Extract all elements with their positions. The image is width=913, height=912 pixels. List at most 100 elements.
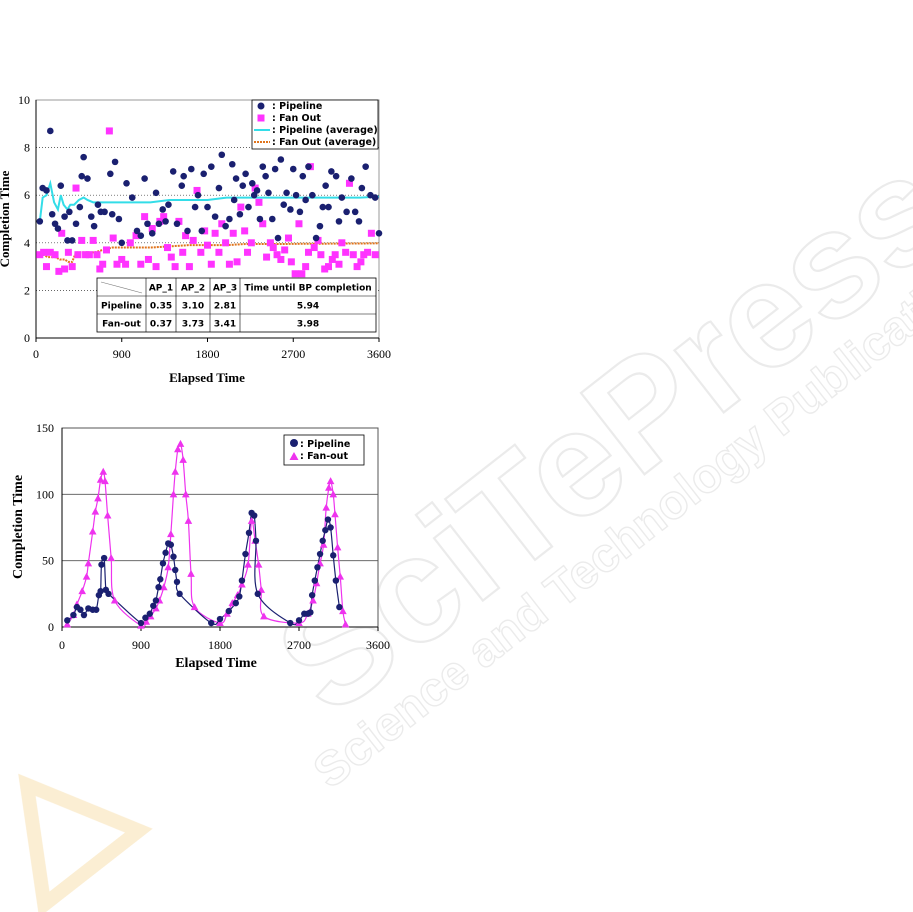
pipeline-point <box>308 591 316 599</box>
fanout-point <box>215 248 223 256</box>
pipeline-point <box>215 184 223 192</box>
pipeline-point <box>133 227 141 235</box>
fanout-point <box>218 220 226 228</box>
fanout-point <box>174 445 182 453</box>
x-axis-label-2: Elapsed Time <box>175 656 257 671</box>
pipeline-point <box>51 220 59 228</box>
fanout-point <box>99 467 108 475</box>
fanout-point <box>182 232 190 240</box>
fanout-point <box>160 213 168 221</box>
pipeline-point <box>180 172 187 180</box>
fanout-point <box>341 620 350 628</box>
fanout-point <box>51 251 59 259</box>
pipeline-point <box>324 516 332 523</box>
pipeline-point <box>316 222 324 230</box>
pipeline-point <box>287 206 294 213</box>
fanout-point <box>342 248 350 256</box>
pipeline-point <box>239 182 247 189</box>
fanout-point <box>204 241 211 249</box>
x-tick-label: 3600 <box>366 638 390 652</box>
pipeline-point <box>330 552 337 559</box>
x-tick-label: 0 <box>59 638 65 652</box>
legend-box <box>251 99 379 150</box>
pipeline-point <box>299 172 307 180</box>
pipeline-point <box>338 194 346 201</box>
fanout-point <box>333 543 342 551</box>
pipeline-point <box>204 203 211 211</box>
pipeline-point <box>150 602 157 609</box>
pipeline-point <box>157 576 164 583</box>
x-tick-label: 2700 <box>287 638 311 652</box>
pipeline-point <box>327 524 334 531</box>
pipeline-point <box>271 165 279 173</box>
legend-pipeline-marker <box>290 439 298 447</box>
y-tick-label: 8 <box>24 141 30 155</box>
x-tick-label: 1800 <box>196 347 220 361</box>
fanout-point <box>63 620 72 628</box>
fanout-point <box>88 527 97 535</box>
fanout-point <box>349 251 357 259</box>
pipeline-point <box>80 153 87 161</box>
pipeline-point <box>155 584 162 591</box>
fanout-point <box>260 612 268 620</box>
pipeline-point <box>137 232 145 239</box>
table-header-cell: AP_2 <box>181 284 205 294</box>
pipeline-point <box>128 194 136 201</box>
fanout-point <box>291 270 299 278</box>
pipeline-point <box>165 201 172 209</box>
pipeline-point <box>194 191 202 199</box>
fanout-point <box>105 127 113 135</box>
fanout-point <box>148 225 156 233</box>
fanout-point <box>331 251 339 259</box>
pipeline-point <box>250 191 258 199</box>
fanout-point <box>238 580 246 588</box>
pipeline-point <box>77 606 84 613</box>
pipeline-point <box>245 529 253 537</box>
fanout-point <box>103 511 112 519</box>
pipeline-point <box>101 208 108 216</box>
fanout-point <box>284 234 292 242</box>
fanout-point <box>207 260 215 268</box>
chart-scatter-completion: 0 2 4 6 8 10 0 900 1800 2700 3600 AP_1 AP_2 AP_3 Time… <box>0 93 391 385</box>
fanout-point <box>335 260 343 268</box>
fanout-point <box>367 229 375 237</box>
fanout-point <box>211 229 219 237</box>
pipeline-point <box>70 611 77 619</box>
table-cell: 3.98 <box>297 320 319 330</box>
fanout-point <box>193 186 201 194</box>
fanout-point <box>189 236 197 244</box>
pipeline-point <box>144 220 151 228</box>
pipeline-point <box>262 172 269 180</box>
fanout-point <box>331 510 339 518</box>
fanout-point <box>99 260 107 268</box>
pipeline-point <box>218 151 226 159</box>
fanout-point <box>353 263 361 271</box>
fanout-point <box>103 246 111 254</box>
x-axis-label-1: Elapsed Time <box>169 370 245 385</box>
fanout-point <box>118 255 126 263</box>
table-corner-slash <box>100 281 143 294</box>
fanout-point <box>310 244 318 252</box>
chart-line-completion: 0 50 100 150 0 900 1800 2700 3600 : Pipeline: Fa… <box>11 421 390 671</box>
pipeline-point <box>228 160 236 168</box>
fanout-point <box>74 251 82 259</box>
legend-2: : Pipeline: Fan-out <box>283 434 365 466</box>
pipeline-point <box>137 619 145 627</box>
series-2 <box>63 439 350 629</box>
fanout-point <box>82 251 90 259</box>
fanout-point <box>247 239 255 247</box>
legend-label: : Pipeline (average) <box>272 125 378 136</box>
fanout-point <box>216 619 224 627</box>
fanout-point <box>338 239 346 247</box>
pipeline-point <box>100 554 108 562</box>
legend-fanout-marker <box>289 452 299 460</box>
fanout-point <box>96 475 105 483</box>
pipeline-point <box>162 549 169 556</box>
legend-fanout-marker <box>257 114 265 122</box>
pipeline-point <box>289 165 297 173</box>
pipeline-point <box>254 590 261 598</box>
pipeline-point <box>173 220 181 228</box>
pipeline-point <box>371 194 379 201</box>
fanout-point <box>101 477 109 485</box>
